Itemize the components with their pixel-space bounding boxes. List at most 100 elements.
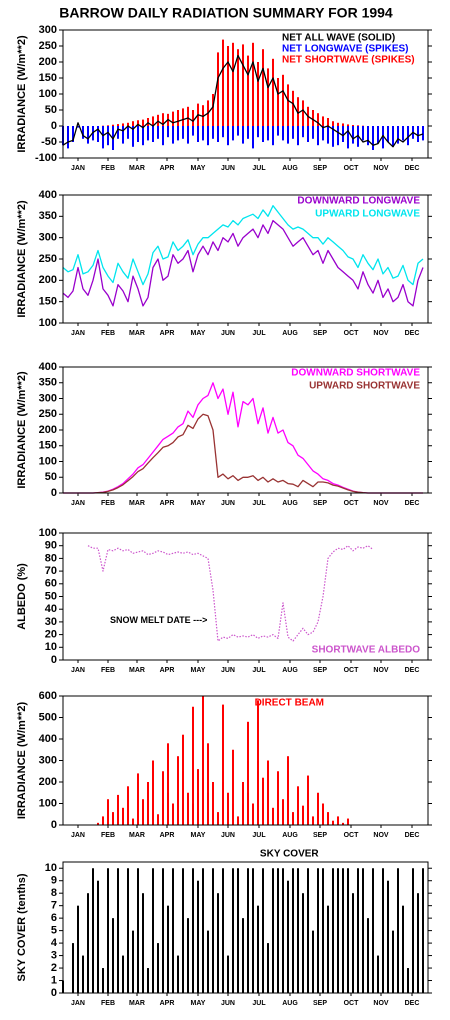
x-tick-label: FEB bbox=[101, 667, 115, 674]
y-tick-label: 100 bbox=[39, 317, 57, 329]
y-tick-label: 10 bbox=[45, 641, 57, 653]
y-tick-label: 50 bbox=[45, 104, 57, 116]
y-tick-label: 7 bbox=[51, 900, 57, 912]
legend-entry: NET LONGWAVE (SPIKES) bbox=[282, 44, 409, 55]
x-tick-label: OCT bbox=[344, 832, 360, 839]
y-tick-label: 250 bbox=[39, 40, 57, 52]
x-tick-label: FEB bbox=[101, 500, 115, 507]
y-tick-label: 500 bbox=[39, 711, 57, 723]
x-tick-label: NOV bbox=[373, 1000, 389, 1007]
x-tick-label: JUN bbox=[221, 832, 235, 839]
x-tick-label: JAN bbox=[71, 330, 85, 337]
y-tick-label: 300 bbox=[39, 754, 57, 766]
y-tick-label: 300 bbox=[39, 392, 57, 404]
y-tick-label: -100 bbox=[35, 152, 57, 164]
x-tick-label: MAY bbox=[191, 667, 206, 674]
plot-area bbox=[62, 39, 424, 150]
y-tick-label: 0 bbox=[51, 120, 57, 132]
x-tick-label: OCT bbox=[344, 667, 360, 674]
x-tick-label: JUN bbox=[221, 165, 235, 172]
x-tick-label: JUL bbox=[252, 1000, 266, 1007]
x-tick-label: SEP bbox=[313, 832, 327, 839]
x-tick-label: MAY bbox=[191, 330, 206, 337]
panel: 0 50 100 150 200 250 300 350 400 JAN FEB MAR APR MAY J… bbox=[16, 361, 432, 507]
y-tick-label: 0 bbox=[51, 487, 57, 499]
x-tick-label: AUG bbox=[282, 330, 298, 337]
y-tick-label: 350 bbox=[39, 377, 57, 389]
x-tick-label: JUN bbox=[221, 667, 235, 674]
legend-entry: SHORTWAVE ALBEDO bbox=[312, 645, 421, 656]
x-tick-label: JAN bbox=[71, 500, 85, 507]
y-tick-label: 80 bbox=[45, 552, 57, 564]
x-tick-label: AUG bbox=[282, 667, 298, 674]
y-tick-label: 200 bbox=[39, 56, 57, 68]
y-tick-label: 50 bbox=[45, 471, 57, 483]
chart-title: BARROW DAILY RADIATION SUMMARY FOR 1994 bbox=[59, 5, 393, 21]
y-axis-label: IRRADIANCE (W/m**2) bbox=[16, 371, 28, 489]
series-line bbox=[63, 413, 423, 494]
plot-frame bbox=[62, 695, 429, 826]
x-tick-label: MAR bbox=[129, 500, 145, 507]
panel: -100 -50 0 50 100 150 200 250 300 JAN FEB MAR APR MAY… bbox=[16, 24, 432, 172]
x-tick-label: NOV bbox=[373, 330, 389, 337]
x-tick-label: JUN bbox=[221, 500, 235, 507]
y-tick-label: 150 bbox=[39, 296, 57, 308]
x-tick-label: MAY bbox=[191, 832, 206, 839]
y-tick-label: 400 bbox=[39, 733, 57, 745]
x-tick-label: JAN bbox=[71, 165, 85, 172]
y-tick-label: -50 bbox=[41, 136, 57, 148]
x-tick-label: NOV bbox=[373, 500, 389, 507]
legend-entry: DOWNWARD SHORTWAVE bbox=[291, 368, 420, 379]
y-axis-label: IRRADIANCE (W/m**2) bbox=[16, 200, 28, 318]
plot-frame bbox=[62, 29, 429, 159]
panel: 0 100 200 300 400 500 600 JAN FEB MAR APR MAY JUN JUL… bbox=[16, 690, 432, 839]
x-tick-label: FEB bbox=[101, 330, 115, 337]
y-tick-label: 50 bbox=[45, 590, 57, 602]
x-tick-label: JAN bbox=[71, 1000, 85, 1007]
y-axis-label: IRRADIANCE (W/m**2) bbox=[16, 701, 28, 819]
x-tick-label: FEB bbox=[101, 1000, 115, 1007]
x-tick-label: MAY bbox=[191, 500, 206, 507]
y-tick-label: 300 bbox=[39, 232, 57, 244]
y-tick-label: 60 bbox=[45, 578, 57, 590]
legend-entry: NET SHORTWAVE (SPIKES) bbox=[282, 55, 415, 66]
y-tick-label: 150 bbox=[39, 440, 57, 452]
x-tick-label: FEB bbox=[101, 165, 115, 172]
y-tick-label: 250 bbox=[39, 253, 57, 265]
y-tick-label: 150 bbox=[39, 72, 57, 84]
x-tick-label: APR bbox=[160, 330, 175, 337]
y-tick-label: 70 bbox=[45, 565, 57, 577]
y-tick-label: 0 bbox=[51, 819, 57, 831]
y-tick-label: 0 bbox=[51, 654, 57, 666]
y-tick-label: 250 bbox=[39, 408, 57, 420]
x-tick-label: JUN bbox=[221, 330, 235, 337]
series-line bbox=[87, 545, 374, 642]
series-line bbox=[62, 205, 424, 286]
y-tick-label: 400 bbox=[39, 189, 57, 201]
x-tick-label: JUL bbox=[252, 165, 266, 172]
plot-area bbox=[62, 868, 424, 993]
plot-area bbox=[63, 382, 423, 494]
x-tick-label: SEP bbox=[313, 330, 327, 337]
x-tick-label: AUG bbox=[282, 1000, 298, 1007]
y-tick-label: 10 bbox=[45, 862, 57, 874]
legend-entry: UPWARD LONGWAVE bbox=[315, 209, 420, 220]
y-tick-label: 100 bbox=[39, 527, 57, 539]
y-tick-label: 1 bbox=[51, 974, 57, 986]
x-tick-label: OCT bbox=[344, 1000, 360, 1007]
y-tick-label: 200 bbox=[39, 776, 57, 788]
x-tick-label: APR bbox=[160, 165, 175, 172]
y-tick-label: 9 bbox=[51, 875, 57, 887]
y-tick-label: 350 bbox=[39, 210, 57, 222]
x-tick-label: APR bbox=[160, 667, 175, 674]
legend-entry: SKY COVER bbox=[260, 849, 319, 860]
y-tick-label: 0 bbox=[51, 987, 57, 999]
x-tick-label: MAR bbox=[129, 330, 145, 337]
plot-frame bbox=[62, 861, 429, 994]
panel: 100 150 200 250 300 350 400 JAN FEB MAR APR MAY JUN J… bbox=[16, 189, 432, 337]
x-tick-label: SEP bbox=[313, 165, 327, 172]
x-tick-label: MAR bbox=[129, 1000, 145, 1007]
